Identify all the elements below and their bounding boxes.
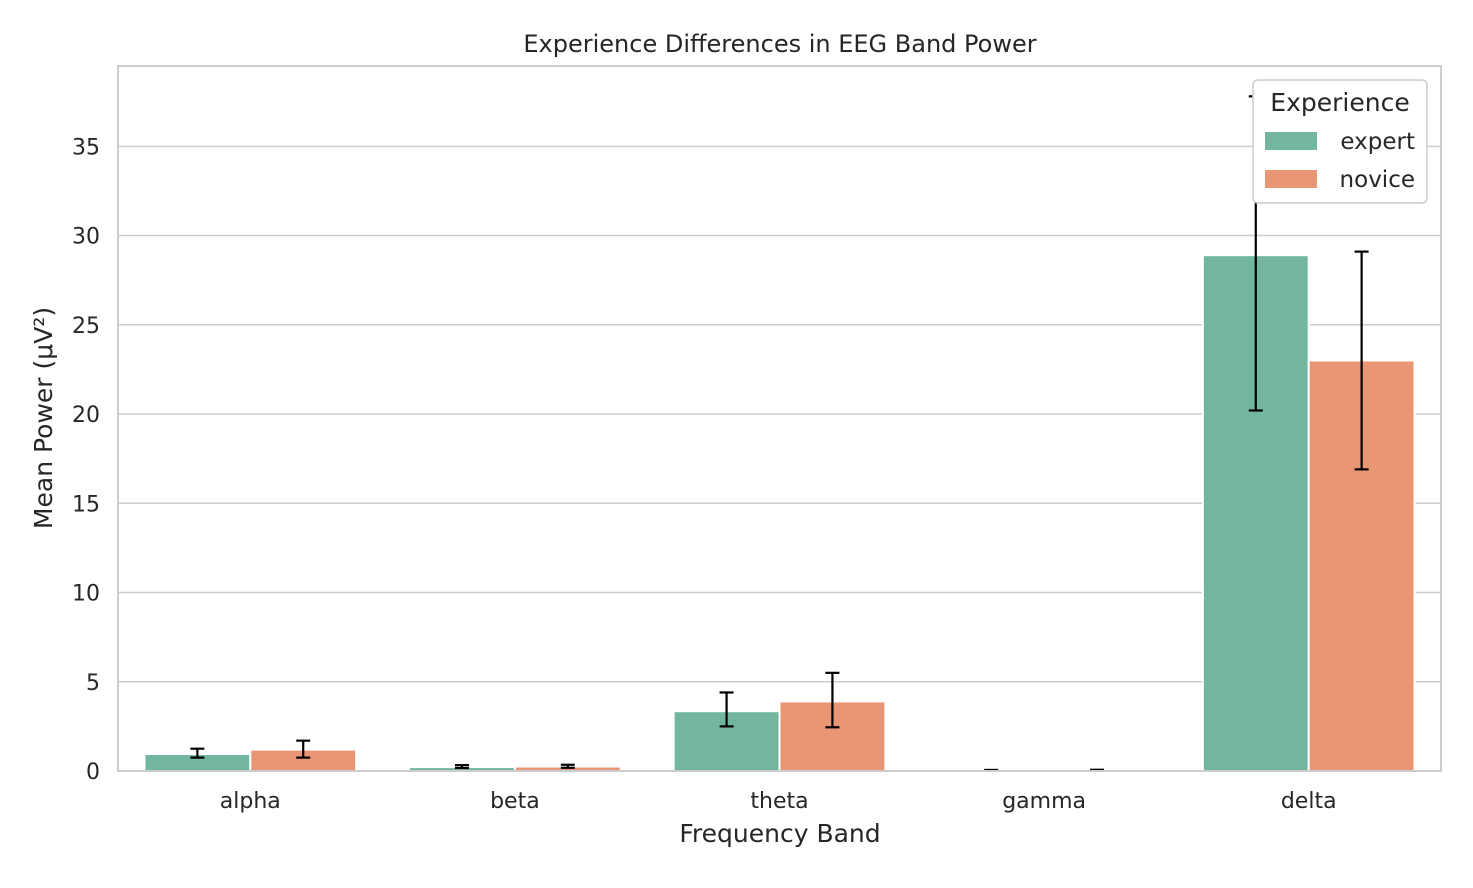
y-tick-label: 25 <box>72 314 100 339</box>
y-tick-label: 20 <box>72 403 100 428</box>
y-tick-label: 5 <box>86 671 100 696</box>
legend-label-expert: expert <box>1340 129 1415 155</box>
legend: Experience expert novice <box>1253 80 1427 203</box>
x-tick-label: beta <box>490 789 540 814</box>
legend-swatch-expert <box>1265 132 1317 150</box>
legend-label-novice: novice <box>1340 167 1415 193</box>
y-tick-label: 35 <box>72 135 100 160</box>
x-tick-label: delta <box>1281 789 1337 814</box>
y-axis-label: Mean Power (μV²) <box>29 307 58 529</box>
y-tick-label: 10 <box>72 582 100 607</box>
x-tick-label: gamma <box>1002 789 1086 814</box>
x-tick-label: theta <box>750 789 808 814</box>
y-tick-label: 30 <box>72 225 100 250</box>
y-tick-label: 15 <box>72 492 100 517</box>
legend-title: Experience <box>1270 88 1409 117</box>
y-tick-label: 0 <box>86 760 100 785</box>
legend-swatch-novice <box>1265 170 1317 188</box>
x-tick-label: alpha <box>220 789 281 814</box>
chart-title: Experience Differences in EEG Band Power <box>523 30 1036 58</box>
x-axis-label: Frequency Band <box>679 819 880 848</box>
